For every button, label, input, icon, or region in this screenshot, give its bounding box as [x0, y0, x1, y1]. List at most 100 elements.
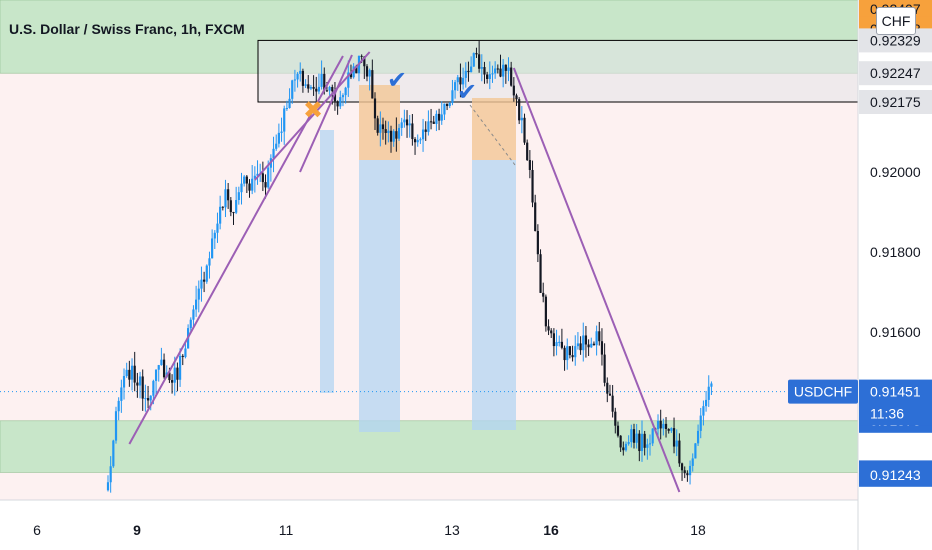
- candle: [205, 264, 208, 284]
- candle: [699, 407, 702, 439]
- candle-body: [560, 341, 563, 348]
- candle-body: [550, 330, 553, 334]
- candle: [317, 73, 321, 95]
- candle: [688, 460, 692, 485]
- candle-body: [656, 420, 660, 430]
- candle: [280, 117, 283, 142]
- candle: [456, 74, 459, 91]
- candle-body: [408, 123, 411, 126]
- candle-body: [197, 288, 200, 300]
- candle: [611, 385, 614, 418]
- trendline-3: [512, 67, 681, 493]
- candle: [400, 117, 403, 136]
- y-tick-label: 0.91600: [870, 324, 921, 340]
- candle: [411, 113, 414, 146]
- candle: [154, 369, 158, 395]
- candle-body: [523, 117, 526, 143]
- candle: [707, 375, 710, 407]
- candle-body: [696, 430, 700, 444]
- candle: [138, 371, 142, 399]
- candle: [403, 109, 406, 128]
- candle: [483, 61, 486, 84]
- candle-body: [219, 206, 222, 224]
- candle: [237, 186, 240, 205]
- candle-body: [544, 296, 547, 327]
- candle-body: [486, 74, 489, 79]
- candle-body: [638, 433, 641, 452]
- candle: [614, 407, 617, 434]
- candle: [632, 423, 636, 449]
- candle-body: [531, 169, 534, 203]
- candle: [568, 346, 572, 359]
- candle-body: [670, 428, 673, 431]
- candle: [598, 321, 601, 346]
- price-label-text: 0.91243: [870, 467, 921, 483]
- candle-body: [122, 376, 126, 388]
- candle-body: [608, 393, 612, 396]
- candle: [656, 414, 660, 439]
- candle: [106, 475, 110, 492]
- candle: [392, 129, 395, 147]
- candle: [440, 101, 443, 125]
- candle: [288, 88, 291, 109]
- candle-body: [678, 440, 681, 464]
- candle-body: [224, 189, 227, 208]
- candle: [486, 71, 489, 84]
- candle-body: [499, 68, 502, 77]
- candle-body: [120, 387, 123, 401]
- candle: [454, 79, 457, 99]
- candle-body: [152, 380, 155, 396]
- candle: [638, 430, 641, 462]
- candle-body: [699, 415, 702, 431]
- candle-body: [181, 355, 184, 358]
- candle: [470, 56, 473, 73]
- currency-button[interactable]: CHF: [876, 7, 916, 35]
- candle: [691, 453, 694, 472]
- candle-body: [117, 400, 120, 412]
- candle: [200, 266, 203, 302]
- candle: [478, 41, 481, 73]
- candle: [160, 347, 163, 366]
- candle: [702, 400, 705, 426]
- candle-body: [109, 466, 112, 483]
- candle-body: [240, 183, 243, 193]
- y-tick-label: 0.91800: [870, 244, 921, 260]
- candle: [603, 343, 606, 387]
- candle-body: [211, 238, 214, 259]
- candle-body: [245, 176, 248, 184]
- candle: [507, 57, 510, 82]
- candle-body: [315, 88, 318, 92]
- candle: [462, 67, 465, 90]
- candle-body: [590, 343, 593, 348]
- symbol-tag: [788, 379, 858, 404]
- candle: [344, 86, 347, 104]
- candle: [566, 338, 569, 370]
- candle: [162, 353, 166, 379]
- candle: [275, 134, 278, 151]
- candle-body: [688, 465, 692, 476]
- candle: [640, 420, 644, 462]
- candle-body: [309, 86, 313, 89]
- candle-body: [603, 354, 606, 383]
- price-label-bg: [859, 90, 932, 114]
- candle-body: [648, 443, 652, 445]
- candle: [125, 362, 128, 378]
- candle: [662, 418, 665, 436]
- candle-body: [395, 131, 398, 139]
- candle: [429, 108, 433, 130]
- candle: [600, 328, 604, 366]
- candle: [229, 197, 232, 217]
- candle-body: [256, 173, 259, 176]
- candle: [627, 435, 630, 446]
- candle: [211, 229, 214, 259]
- candle: [405, 110, 409, 138]
- candle-body: [704, 399, 708, 407]
- candle-body: [496, 68, 499, 70]
- candle-body: [384, 129, 387, 133]
- candle-body: [149, 395, 152, 401]
- candle-body: [176, 367, 179, 380]
- candle: [606, 377, 609, 403]
- candle: [221, 206, 224, 211]
- candle: [643, 430, 646, 456]
